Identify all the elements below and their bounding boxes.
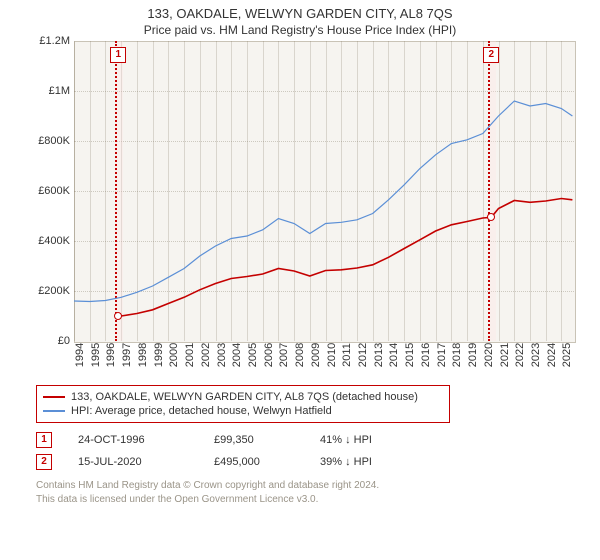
x-tick-label: 1995	[90, 343, 102, 367]
page-title: 133, OAKDALE, WELWYN GARDEN CITY, AL8 7Q…	[0, 0, 600, 21]
x-tick-label: 2007	[278, 343, 290, 367]
sale-price: £495,000	[214, 456, 294, 468]
x-tick-label: 2020	[483, 343, 495, 367]
x-tick-label: 2000	[168, 343, 180, 367]
x-tick-label: 2015	[404, 343, 416, 367]
x-tick-label: 2014	[388, 343, 400, 367]
sale-row-badge: 2	[36, 454, 52, 470]
y-tick-label: £400K	[36, 235, 70, 247]
line-svg	[74, 41, 574, 341]
x-tick-label: 1994	[74, 343, 86, 367]
x-tick-label: 2018	[451, 343, 463, 367]
x-tick-label: 2012	[357, 343, 369, 367]
x-tick-label: 1998	[137, 343, 149, 367]
chart-area: 12 £0£200K£400K£600K£800K£1M£1.2M 199419…	[36, 41, 596, 381]
sales-table: 1 24-OCT-1996 £99,350 41% ↓ HPI 2 15-JUL-2020…	[36, 429, 580, 473]
x-tick-label: 2006	[263, 343, 275, 367]
x-tick-label: 2023	[530, 343, 542, 367]
footer-attribution: Contains HM Land Registry data © Crown c…	[36, 479, 580, 506]
sale-date: 24-OCT-1996	[78, 434, 188, 446]
y-tick-label: £200K	[36, 285, 70, 297]
legend-label: HPI: Average price, detached house, Welw…	[71, 405, 332, 417]
y-tick-label: £1M	[36, 85, 70, 97]
x-tick-label: 2010	[326, 343, 338, 367]
series-line	[118, 199, 572, 317]
x-tick-label: 2013	[373, 343, 385, 367]
x-tick-label: 2003	[216, 343, 228, 367]
y-tick-label: £600K	[36, 185, 70, 197]
y-tick-label: £0	[36, 335, 70, 347]
x-tick-label: 2008	[294, 343, 306, 367]
x-tick-label: 2002	[200, 343, 212, 367]
legend-row: HPI: Average price, detached house, Welw…	[43, 404, 443, 418]
x-tick-label: 2004	[231, 343, 243, 367]
x-tick-label: 2021	[499, 343, 511, 367]
legend-swatch	[43, 396, 65, 398]
legend-swatch	[43, 410, 65, 412]
page-subtitle: Price paid vs. HM Land Registry's House …	[0, 21, 600, 41]
legend-box: 133, OAKDALE, WELWYN GARDEN CITY, AL8 7Q…	[36, 385, 450, 423]
legend-row: 133, OAKDALE, WELWYN GARDEN CITY, AL8 7Q…	[43, 390, 443, 404]
sale-row: 2 15-JUL-2020 £495,000 39% ↓ HPI	[36, 451, 580, 473]
sale-vs-hpi: 41% ↓ HPI	[320, 434, 372, 446]
y-tick-label: £800K	[36, 135, 70, 147]
sale-row: 1 24-OCT-1996 £99,350 41% ↓ HPI	[36, 429, 580, 451]
sale-row-badge: 1	[36, 432, 52, 448]
x-tick-label: 2011	[341, 343, 353, 367]
x-tick-label: 2022	[514, 343, 526, 367]
sale-price: £99,350	[214, 434, 294, 446]
footer-line-2: This data is licensed under the Open Gov…	[36, 493, 580, 507]
footer-line-1: Contains HM Land Registry data © Crown c…	[36, 479, 580, 493]
x-tick-label: 2025	[561, 343, 573, 367]
legend-label: 133, OAKDALE, WELWYN GARDEN CITY, AL8 7Q…	[71, 391, 418, 403]
x-tick-label: 1997	[121, 343, 133, 367]
x-tick-label: 1999	[153, 343, 165, 367]
x-tick-label: 2024	[546, 343, 558, 367]
x-tick-label: 2009	[310, 343, 322, 367]
x-tick-label: 2001	[184, 343, 196, 367]
sale-date: 15-JUL-2020	[78, 456, 188, 468]
chart-container: 133, OAKDALE, WELWYN GARDEN CITY, AL8 7Q…	[0, 0, 600, 560]
y-tick-label: £1.2M	[36, 35, 70, 47]
x-tick-label: 2017	[436, 343, 448, 367]
x-tick-label: 2005	[247, 343, 259, 367]
x-tick-label: 2016	[420, 343, 432, 367]
x-tick-label: 2019	[467, 343, 479, 367]
sale-vs-hpi: 39% ↓ HPI	[320, 456, 372, 468]
x-tick-label: 1996	[105, 343, 117, 367]
